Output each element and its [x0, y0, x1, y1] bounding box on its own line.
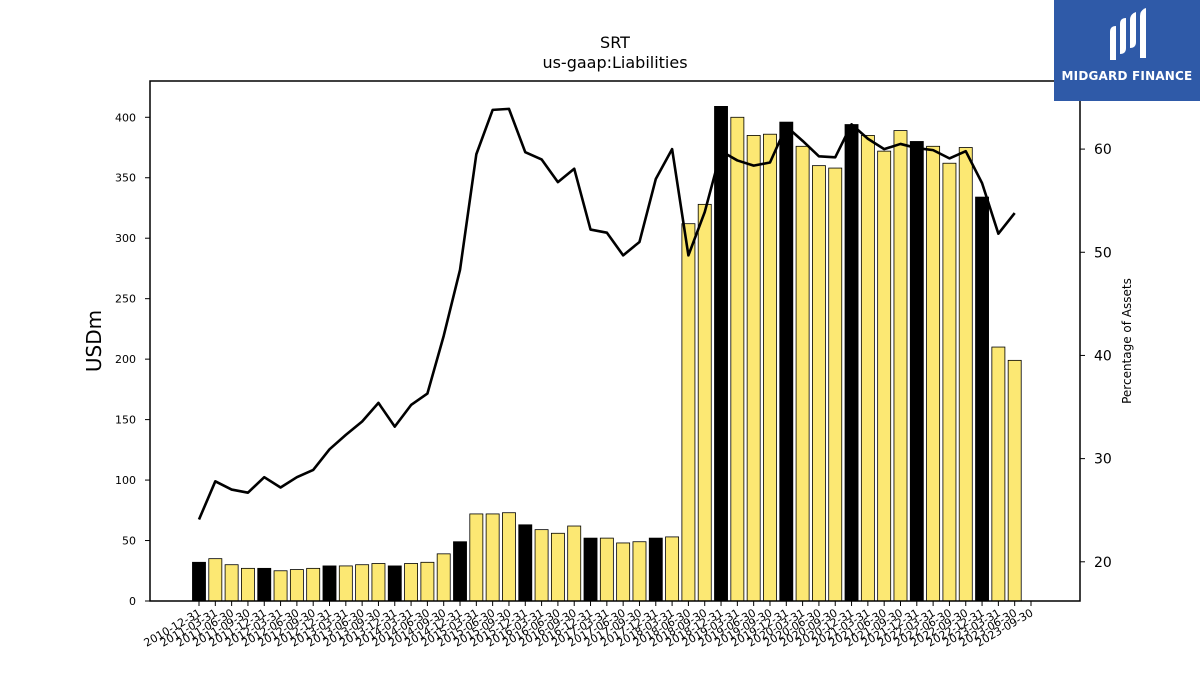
midgard-finance-logo: MIDGARD FINANCE — [1054, 0, 1200, 101]
bar — [926, 145, 941, 602]
chart-subtitle: us-gaap:Liabilities — [542, 53, 687, 72]
bar — [404, 563, 418, 602]
mf-emblem-icon — [1110, 8, 1146, 60]
bar-series — [192, 106, 1022, 602]
y-tick-label: 200 — [115, 353, 136, 366]
bar — [436, 553, 451, 602]
y2-axis-label: Percentage of Assets — [1120, 278, 1134, 404]
y2-tick-label: 30 — [1094, 452, 1112, 468]
y2-tick-label: 20 — [1094, 555, 1112, 571]
bar — [338, 565, 353, 602]
bar — [420, 561, 435, 602]
bar — [453, 541, 467, 602]
y-tick-label: 50 — [122, 535, 136, 548]
bar — [665, 536, 680, 602]
bar — [583, 537, 598, 602]
bar — [714, 106, 728, 602]
y2-tick-label: 60 — [1094, 142, 1112, 158]
y-tick-label: 250 — [115, 293, 136, 306]
bar — [681, 223, 696, 602]
bar — [860, 135, 875, 602]
bar — [371, 563, 386, 602]
bar — [534, 529, 549, 602]
bar — [469, 513, 484, 602]
bar — [795, 145, 810, 602]
bar — [828, 167, 843, 602]
y-tick-label: 0 — [129, 595, 136, 608]
bar — [975, 196, 989, 602]
chart-title: SRT — [600, 33, 630, 52]
logo-text: MIDGARD FINANCE — [1061, 69, 1193, 83]
percentage-line — [197, 107, 1016, 521]
y-tick-label: 350 — [115, 172, 136, 185]
y2-tick-label: 40 — [1094, 348, 1112, 364]
bar — [1007, 359, 1022, 602]
bar — [502, 512, 516, 602]
bar — [812, 165, 826, 602]
bar — [616, 542, 631, 602]
bar — [485, 513, 500, 602]
bar — [632, 541, 647, 602]
bar — [909, 141, 924, 602]
y-tick-label: 150 — [115, 414, 136, 427]
bar — [518, 524, 533, 602]
y-axis-label: USDm — [82, 310, 106, 372]
bar — [241, 567, 255, 602]
bar — [224, 564, 239, 602]
y-tick-label: 400 — [115, 111, 136, 124]
bar — [322, 565, 337, 602]
y2-tick-label: 50 — [1094, 245, 1112, 261]
bar — [306, 567, 321, 602]
bar — [779, 121, 794, 602]
bar — [730, 116, 745, 602]
left-axis-ticks: 0 50 100 150 200 250 300 350 400 — [115, 111, 150, 608]
bar — [192, 561, 206, 602]
bar — [958, 147, 973, 602]
y-tick-label: 300 — [115, 232, 136, 245]
bar — [355, 564, 370, 602]
bar — [387, 565, 402, 602]
bar — [991, 346, 1006, 602]
bar — [844, 124, 859, 602]
bar — [942, 162, 957, 602]
right-axis-ticks: 20 30 40 50 60 — [1080, 142, 1112, 571]
bar — [257, 567, 272, 602]
bar — [550, 532, 565, 602]
bar — [763, 133, 777, 602]
bar — [289, 569, 304, 602]
bar — [273, 570, 288, 602]
bar — [893, 130, 908, 602]
bar — [697, 203, 712, 602]
bar — [208, 558, 223, 602]
bar — [567, 525, 582, 602]
bar — [877, 150, 892, 602]
bar — [599, 537, 614, 602]
bar — [648, 537, 663, 602]
x-axis-ticks: 2010-12-312011-03-312011-06-302011-09-30… — [142, 601, 1036, 650]
bar — [746, 135, 761, 602]
plot-frame — [149, 80, 1081, 602]
y-tick-label: 100 — [115, 474, 136, 487]
